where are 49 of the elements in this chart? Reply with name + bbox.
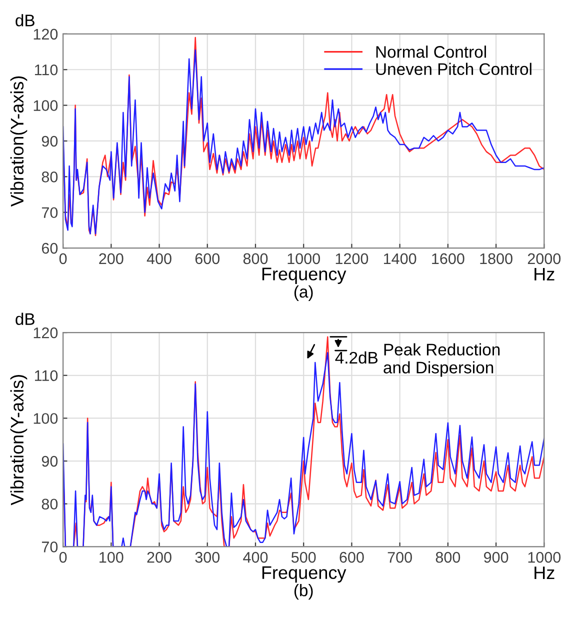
x-tick-label: 500 — [291, 552, 316, 563]
x-axis-title: Frequency — [262, 566, 346, 583]
x-tick-label: 600 — [340, 552, 364, 563]
y-tick-label: 70 — [42, 542, 58, 552]
y-tick-label: 120 — [34, 28, 58, 40]
x-tick-label: 700 — [388, 552, 412, 563]
x-tick-label: 800 — [436, 552, 460, 563]
legend-label: Uneven Pitch Control — [376, 62, 532, 76]
text: (b) — [294, 584, 313, 600]
y-tick-label: 90 — [42, 136, 58, 147]
x-tick-label: 400 — [243, 552, 268, 563]
x-tick-label: 400 — [146, 253, 172, 264]
x-tick-label: 1000 — [528, 552, 561, 563]
x-tick-label: 1200 — [336, 253, 368, 264]
text: dB — [16, 14, 34, 26]
x-tick-label: 0 — [59, 253, 67, 264]
x-tick-label: 900 — [484, 552, 508, 563]
text: (a) — [294, 285, 313, 301]
x-axis-title: Frequency — [262, 268, 346, 284]
x-tick-label: 1400 — [384, 253, 416, 264]
x-tick-label: 100 — [100, 552, 124, 563]
x-tick-label: 200 — [99, 253, 124, 264]
x-tick-label: 1000 — [288, 253, 320, 264]
text: dB — [16, 312, 34, 325]
y-tick-label: 80 — [42, 172, 58, 182]
y-tick-label: 60 — [42, 242, 58, 254]
x-tick-label: 600 — [195, 253, 220, 264]
legend-label: Normal Control — [376, 46, 486, 58]
y-tick-label: 70 — [42, 207, 58, 218]
x-tick-label: 0 — [59, 552, 67, 563]
y-axis-title: Vibration(Y-axis) — [10, 76, 28, 207]
y-tick-label: 100 — [34, 413, 58, 424]
x-tick-label: 800 — [243, 253, 268, 264]
y-tick-label: 120 — [34, 327, 58, 338]
y-tick-label: 80 — [42, 498, 58, 510]
x-tick-label: 1600 — [432, 253, 464, 264]
text: Hz — [534, 566, 554, 580]
y-tick-label: 90 — [42, 456, 58, 467]
annotation: 4.2dB — [335, 351, 378, 364]
x-tick-label: 1800 — [480, 253, 512, 264]
text: Hz — [534, 268, 554, 280]
x-tick-label: 2000 — [528, 253, 561, 264]
y-tick-label: 100 — [34, 100, 58, 111]
annotation: Peak Reduction and Dispersion — [384, 343, 500, 377]
y-tick-label: 110 — [34, 64, 58, 76]
y-tick-label: 110 — [34, 370, 58, 382]
x-tick-label: 300 — [195, 552, 220, 563]
y-axis-title: Vibration(Y-axis) — [10, 374, 28, 506]
x-tick-label: 200 — [147, 552, 172, 563]
